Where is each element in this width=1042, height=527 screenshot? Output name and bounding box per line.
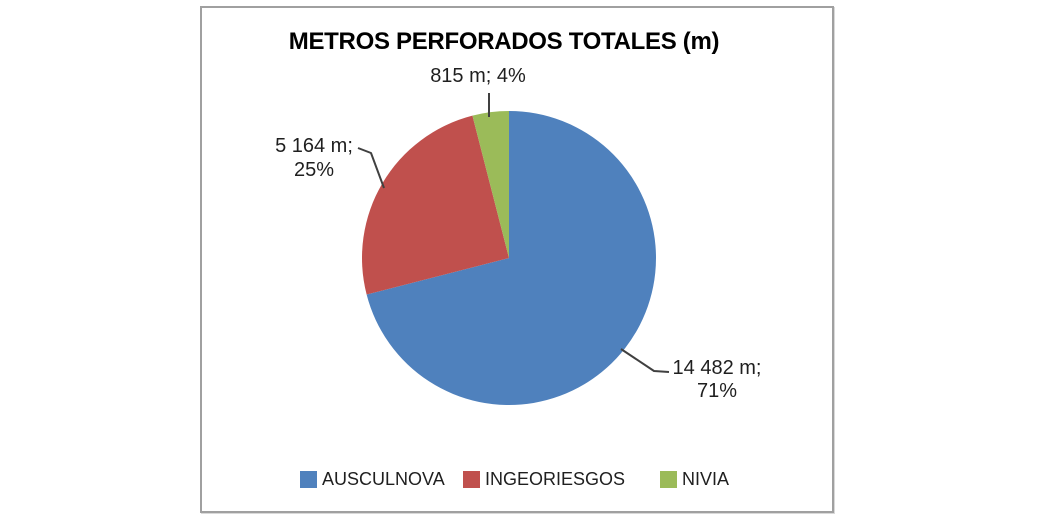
data-label-ingeoriesgos-value: 5 164 m;: [275, 135, 353, 157]
data-label-ausculnova-value: 14 482 m;: [672, 357, 762, 379]
legend-swatch-ausculnova-icon: [300, 471, 317, 488]
legend-label-nivia: NIVIA: [682, 469, 730, 489]
data-label-ausculnova-percent: 71%: [696, 380, 738, 402]
legend-label-ingeoriesgos: INGEORIESGOS: [485, 469, 626, 489]
pie-slice-ingeoriesgos: [362, 115, 509, 295]
pie-slice-ausculnova: [366, 111, 657, 405]
legend-swatch-nivia-icon: [660, 471, 677, 488]
chart-title: METROS PERFORADOS TOTALES (m): [288, 28, 720, 55]
data-label-nivia: 815 m; 4%: [398, 63, 558, 89]
chart-area: METROS PERFORADOS TOTALES (m) 815 m; 4% …: [200, 6, 834, 513]
legend-label-ausculnova: AUSCULNOVA: [322, 469, 445, 489]
legend-item-ingeoriesgos: INGEORIESGOS: [463, 469, 626, 489]
data-label-ausculnova: 14 482 m; 71%: [637, 357, 797, 403]
pie-chart: [357, 93, 670, 405]
pie-slices: [362, 111, 657, 405]
data-label-ingeoriesgos-percent: 25%: [293, 159, 335, 181]
legend-item-nivia: NIVIA: [660, 469, 730, 489]
legend-item-ausculnova: AUSCULNOVA: [300, 469, 445, 489]
leader-line-ausculnova: [620, 348, 670, 373]
leader-line-ingeoriesgos: [357, 147, 385, 189]
legend-swatch-ingeoriesgos-icon: [463, 471, 480, 488]
data-label-ingeoriesgos: 5 164 m; 25%: [253, 134, 375, 182]
chart-legend: AUSCULNOVA INGEORIESGOS NIVIA: [202, 469, 832, 490]
pie-slice-nivia: [472, 111, 509, 258]
data-label-nivia-text: 815 m; 4%: [430, 65, 526, 87]
